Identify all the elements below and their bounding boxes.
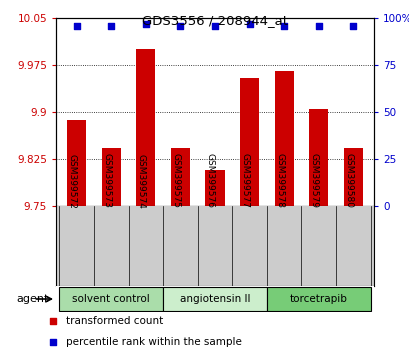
- Point: [315, 23, 321, 28]
- Bar: [343, 148, 362, 206]
- Text: GSM399578: GSM399578: [274, 153, 283, 209]
- Bar: [171, 148, 189, 206]
- Bar: [308, 109, 327, 206]
- Bar: [240, 78, 258, 206]
- Point: [73, 23, 80, 28]
- Bar: [163, 287, 266, 311]
- Text: GSM399574: GSM399574: [137, 154, 146, 209]
- Bar: [266, 287, 370, 311]
- Bar: [205, 170, 224, 206]
- Bar: [274, 71, 293, 206]
- Text: GSM399575: GSM399575: [171, 153, 180, 209]
- Point: [49, 339, 56, 345]
- Text: GSM399576: GSM399576: [205, 153, 214, 209]
- Text: solvent control: solvent control: [72, 294, 150, 304]
- Text: agent: agent: [16, 294, 49, 304]
- Bar: [136, 49, 155, 206]
- Point: [211, 23, 218, 28]
- Point: [246, 21, 252, 27]
- Text: GSM399579: GSM399579: [309, 153, 318, 209]
- Point: [142, 21, 149, 27]
- Bar: [59, 287, 163, 311]
- Point: [349, 23, 356, 28]
- Text: GDS3556 / 208944_at: GDS3556 / 208944_at: [142, 14, 287, 27]
- Point: [280, 23, 287, 28]
- Text: GSM399580: GSM399580: [344, 153, 353, 209]
- Text: GSM399573: GSM399573: [102, 153, 111, 209]
- Text: GSM399572: GSM399572: [67, 154, 76, 209]
- Point: [49, 318, 56, 324]
- Bar: [67, 120, 86, 206]
- Text: torcetrapib: torcetrapib: [289, 294, 347, 304]
- Text: transformed count: transformed count: [65, 316, 162, 326]
- Text: GSM399577: GSM399577: [240, 153, 249, 209]
- Point: [108, 23, 114, 28]
- Text: percentile rank within the sample: percentile rank within the sample: [65, 337, 241, 347]
- Bar: [101, 148, 121, 206]
- Point: [177, 23, 183, 28]
- Text: angiotensin II: angiotensin II: [179, 294, 249, 304]
